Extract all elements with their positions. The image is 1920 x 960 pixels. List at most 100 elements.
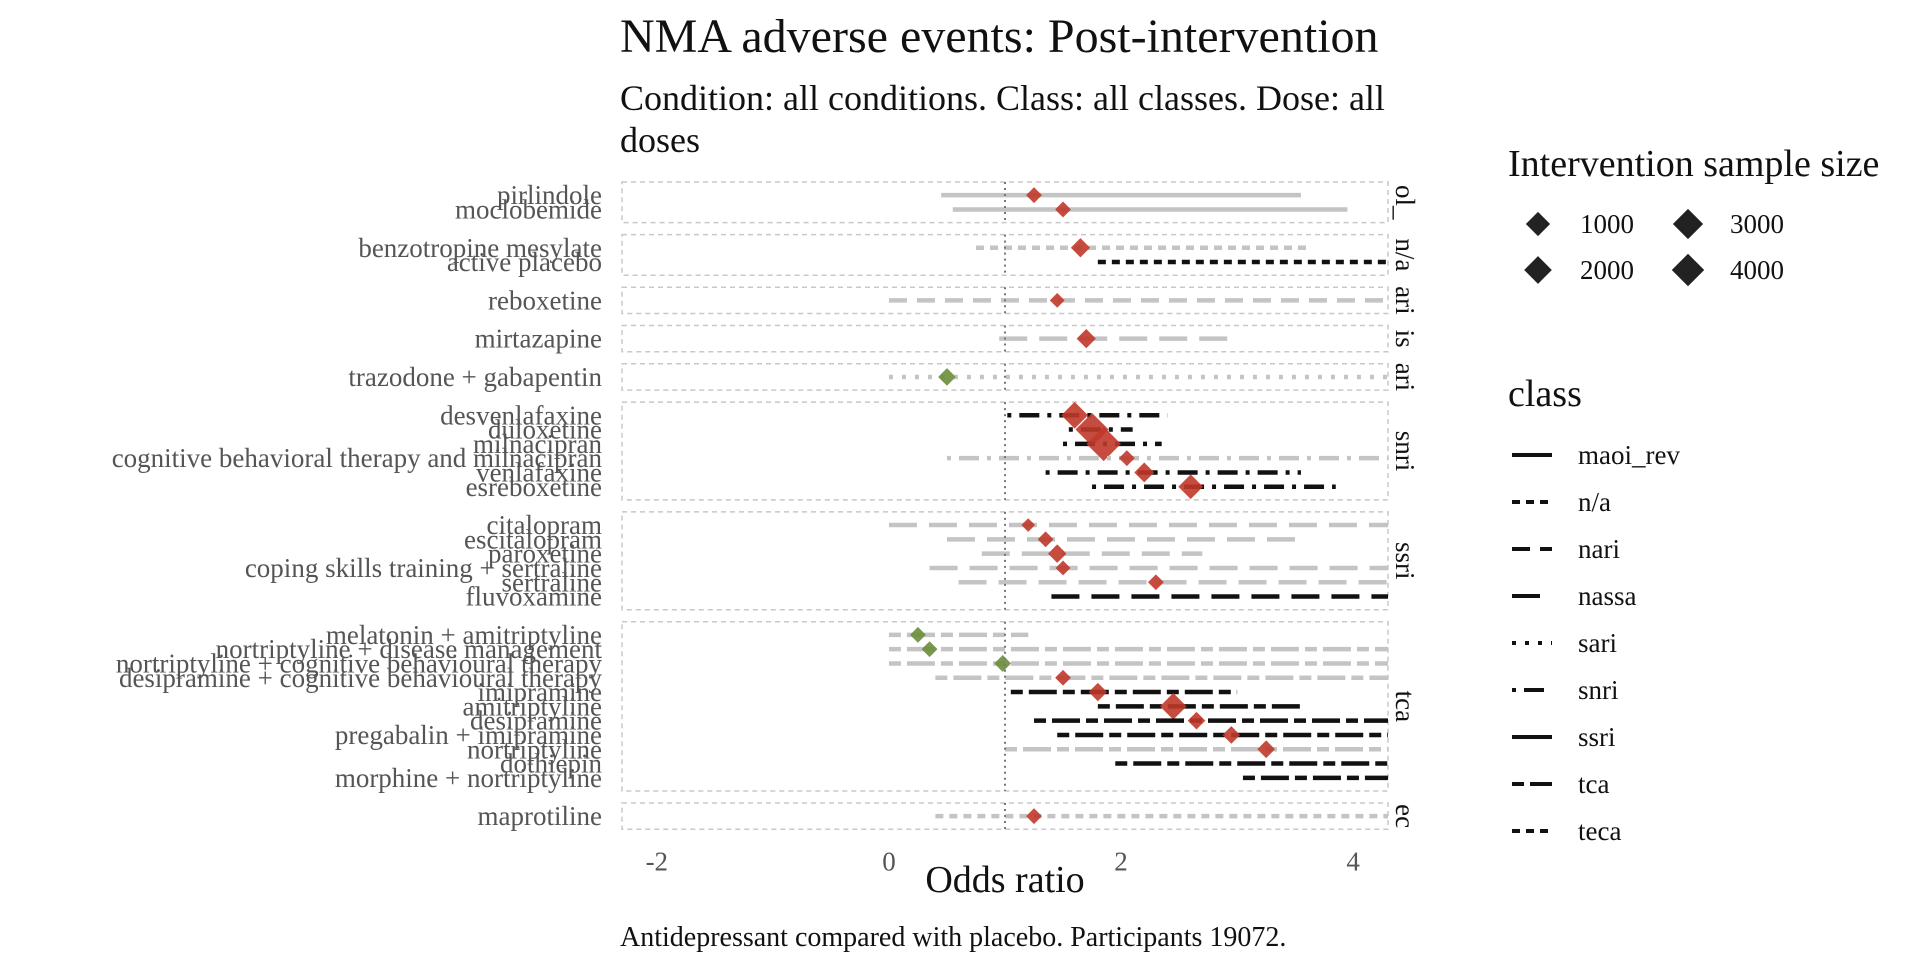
- point-estimate: [1076, 329, 1096, 349]
- panel-strip-label: ec: [1390, 804, 1420, 828]
- x-axis: -2 0 2 4: [646, 846, 1361, 876]
- point-estimate: [1147, 574, 1164, 591]
- row-label: desvenlafaxine: [440, 400, 602, 430]
- row-label: sertraline: [502, 567, 602, 597]
- row-label: active placebo: [447, 247, 602, 277]
- row-label: venlafaxine: [476, 457, 602, 487]
- point-estimate: [921, 641, 938, 658]
- legend-class: class maoi_rev n/a nari nassa sari snri ssri tc…: [1508, 373, 1680, 846]
- panel-strip-label: ari: [1390, 363, 1420, 391]
- point-estimate: [1048, 544, 1067, 563]
- row-label: nortriptyline: [467, 734, 602, 764]
- point-estimate: [1086, 426, 1121, 462]
- point-estimate: [1222, 726, 1241, 744]
- row-label: escitalopram: [464, 524, 602, 554]
- point-estimate: [1187, 711, 1206, 730]
- panel-4: ari trazodone + gabapentin: [348, 362, 1419, 392]
- panel-strip-label: tca: [1390, 691, 1420, 722]
- point-estimate: [1088, 682, 1108, 702]
- point-estimate: [1134, 462, 1155, 483]
- row-label: esreboxetine: [466, 472, 602, 502]
- point-estimate: [1055, 669, 1071, 686]
- panel-8: ec maprotiline: [478, 801, 1420, 831]
- point-estimate: [938, 368, 956, 386]
- row-label: milnacipran: [473, 429, 602, 459]
- point-estimate: [1075, 412, 1109, 447]
- row-label: moclobemide: [455, 194, 602, 224]
- row-label: maprotiline: [478, 801, 602, 831]
- point-estimate: [910, 626, 926, 643]
- row-label: duloxetine: [488, 415, 602, 445]
- row-label: mirtazapine: [475, 324, 602, 354]
- chart-caption: Antidepressant compared with placebo. Pa…: [620, 922, 1286, 953]
- row-label: nortriptyline + cognitive behavioural th…: [116, 648, 603, 678]
- legend-size-label: 2000: [1580, 255, 1634, 285]
- legend-size-key: [1524, 256, 1552, 284]
- legend-size-label: 3000: [1730, 209, 1784, 239]
- row-label: paroxetine: [488, 539, 602, 569]
- point-estimate: [994, 655, 1012, 672]
- point-estimate: [1118, 450, 1135, 467]
- legend-size-label: 1000: [1580, 209, 1634, 239]
- point-estimate: [1061, 401, 1088, 429]
- row-label: amitriptyline: [463, 691, 602, 721]
- legend-size-key: [1672, 208, 1704, 240]
- point-estimate: [1055, 560, 1071, 576]
- legend-class-label: tca: [1578, 769, 1609, 799]
- point-estimate: [1070, 238, 1091, 258]
- point-estimate: [1055, 201, 1071, 218]
- row-label: citalopram: [487, 510, 602, 540]
- point-estimate: [1021, 518, 1036, 532]
- panel-3: is mirtazapine: [475, 324, 1420, 354]
- panel-strip-label: ssri: [1390, 542, 1420, 580]
- point-estimate: [1159, 693, 1187, 720]
- panel-2: ari reboxetine: [488, 285, 1420, 315]
- row-label: imipramine: [478, 677, 602, 707]
- point-estimate: [1049, 292, 1065, 308]
- legend-size-label: 4000: [1730, 255, 1784, 285]
- x-tick-label: 4: [1346, 846, 1360, 876]
- row-label: pirlindole: [497, 180, 602, 210]
- row-label: morphine + nortriptyline: [335, 763, 602, 793]
- legend-class-label: n/a: [1578, 487, 1611, 517]
- x-tick-label: 0: [882, 846, 896, 876]
- row-label: melatonin + amitriptyline: [326, 620, 602, 650]
- legend-class-label: snri: [1578, 675, 1619, 705]
- row-label: fluvoxamine: [466, 582, 602, 612]
- point-estimate: [1037, 531, 1054, 548]
- row-label: nortriptyline + disease management: [216, 634, 603, 664]
- row-label: coping skills training + sertraline: [245, 553, 602, 583]
- panel-strip-label: ol_: [1390, 185, 1420, 220]
- x-tick-label: -2: [646, 846, 669, 876]
- row-label: reboxetine: [488, 285, 602, 315]
- point-estimate: [1026, 808, 1042, 825]
- panel-strip-label: ari: [1390, 286, 1420, 314]
- row-label: desipramine: [470, 706, 602, 736]
- chart-title: NMA adverse events: Post-intervention: [620, 10, 1379, 63]
- panel-strip-label: is: [1390, 330, 1420, 348]
- chart-subtitle-line2: doses: [620, 120, 700, 160]
- legend-class-label: nassa: [1578, 581, 1636, 611]
- point-estimate: [1178, 474, 1204, 500]
- panel-strip-label: n/a: [1390, 238, 1420, 271]
- legend-sample-size: Intervention sample size 1000 3000 2000 400…: [1508, 143, 1879, 287]
- row-label: dothiepin: [500, 749, 602, 779]
- legend-class-label: ssri: [1578, 722, 1616, 752]
- row-label: trazodone + gabapentin: [348, 362, 602, 392]
- row-label: pregabalin + imipramine: [335, 720, 602, 750]
- row-label: desipramine + cognitive behavioural ther…: [119, 663, 603, 693]
- legend-class-label: sari: [1578, 628, 1617, 658]
- panel-6: ssri citalopramescitalopramparoxetinecopi…: [245, 510, 1420, 612]
- legend-size-key: [1525, 211, 1551, 237]
- legend-class-label: nari: [1578, 534, 1620, 564]
- point-estimate: [1257, 740, 1275, 759]
- chart-subtitle-line1: Condition: all conditions. Class: all cl…: [620, 78, 1385, 118]
- x-tick-label: 2: [1114, 846, 1128, 876]
- legend-class-label: maoi_rev: [1578, 440, 1680, 470]
- legend-class-title: class: [1508, 373, 1582, 415]
